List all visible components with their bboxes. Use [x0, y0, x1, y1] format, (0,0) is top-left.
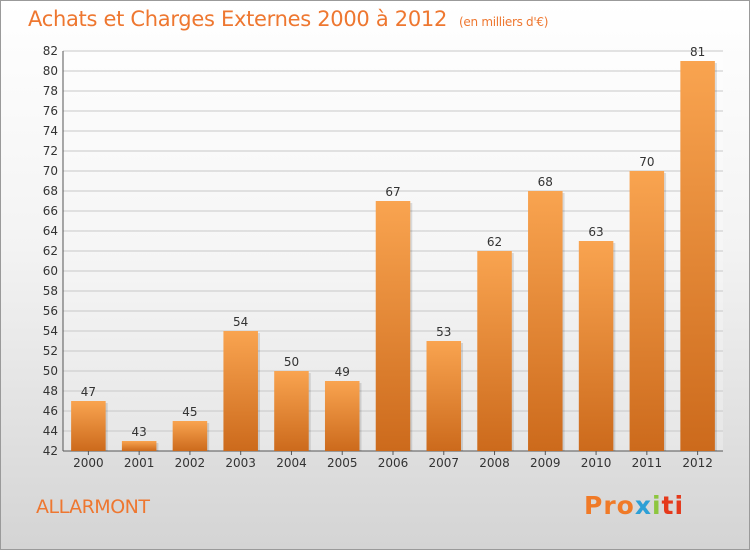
y-tick-label: 56: [43, 304, 58, 318]
bar: [578, 241, 614, 451]
data-label: 47: [81, 385, 96, 399]
bar: [274, 371, 309, 451]
data-label: 62: [487, 235, 502, 249]
data-label: 81: [690, 45, 705, 59]
data-label: 68: [538, 175, 553, 189]
y-tick-label: 52: [43, 344, 58, 358]
x-tick-label: 2011: [632, 456, 663, 470]
x-tick-label: 2004: [276, 456, 307, 470]
data-label: 53: [436, 325, 451, 339]
x-tick-label: 2003: [225, 456, 256, 470]
logo-part-2: x: [634, 491, 652, 520]
y-tick-label: 58: [43, 284, 58, 298]
logo-part-4: ti: [661, 491, 685, 520]
bar: [71, 401, 106, 451]
bar: [324, 381, 360, 451]
bar: [680, 61, 715, 451]
bar: [223, 331, 258, 451]
bar: [121, 441, 157, 451]
y-tick-label: 46: [43, 404, 58, 418]
y-tick-label: 42: [43, 444, 58, 458]
x-tick-label: 2001: [124, 456, 155, 470]
y-tick-label: 78: [43, 84, 58, 98]
y-tick-label: 72: [43, 144, 58, 158]
bar: [629, 171, 665, 451]
title-text: Achats et Charges Externes 2000 à 2012: [28, 7, 448, 31]
proxiti-logo: Proxiti: [584, 491, 684, 520]
logo-part-1: Pro: [584, 491, 635, 520]
y-tick-label: 76: [43, 104, 58, 118]
y-tick-label: 44: [43, 424, 58, 438]
y-tick-label: 50: [43, 364, 58, 378]
y-tick-label: 54: [43, 324, 58, 338]
bar: [375, 201, 411, 451]
y-tick-label: 48: [43, 384, 58, 398]
y-tick-label: 70: [43, 164, 58, 178]
y-tick-label: 68: [43, 184, 58, 198]
x-tick-label: 2007: [428, 456, 459, 470]
y-tick-label: 80: [43, 64, 58, 78]
bar: [426, 341, 462, 451]
y-tick-label: 74: [43, 124, 58, 138]
x-tick-label: 2008: [479, 456, 510, 470]
data-label: 63: [588, 225, 603, 239]
data-label: 70: [639, 155, 654, 169]
y-tick-label: 82: [43, 44, 58, 58]
x-tick-label: 2000: [73, 456, 104, 470]
data-label: 50: [284, 355, 299, 369]
y-tick-label: 64: [43, 224, 58, 238]
data-label: 43: [132, 425, 147, 439]
data-label: 45: [182, 405, 197, 419]
y-tick-label: 60: [43, 264, 58, 278]
data-label: 54: [233, 315, 248, 329]
chart-title: Achats et Charges Externes 2000 à 2012 (e…: [28, 7, 548, 31]
x-tick-label: 2012: [682, 456, 713, 470]
commune-name: ALLARMONT: [36, 496, 150, 518]
y-tick-label: 66: [43, 204, 58, 218]
bar: [172, 421, 208, 451]
logo-part-3: i: [651, 491, 662, 520]
bar: [477, 251, 512, 451]
x-tick-label: 2010: [581, 456, 612, 470]
bar: [528, 191, 563, 451]
x-tick-label: 2005: [327, 456, 358, 470]
data-label: 49: [335, 365, 350, 379]
y-tick-label: 62: [43, 244, 58, 258]
x-tick-label: 2002: [175, 456, 206, 470]
x-tick-label: 2009: [530, 456, 561, 470]
x-tick-label: 2006: [378, 456, 409, 470]
unit-note: (en milliers d'€): [459, 15, 549, 29]
data-label: 67: [385, 185, 400, 199]
